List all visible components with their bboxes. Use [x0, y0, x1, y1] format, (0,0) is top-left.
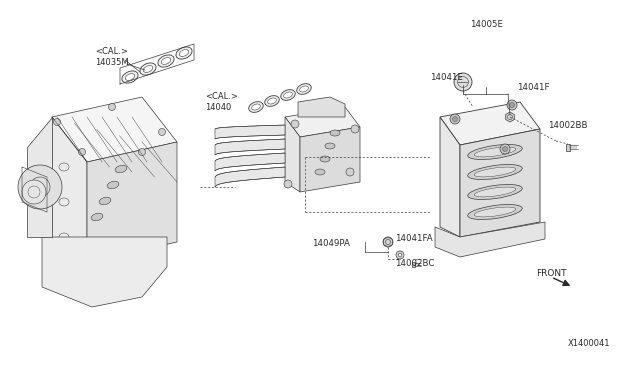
Ellipse shape [284, 92, 292, 98]
Circle shape [79, 148, 86, 155]
Circle shape [396, 251, 404, 259]
Circle shape [502, 147, 508, 151]
Text: <CAL.>
14040: <CAL.> 14040 [205, 92, 238, 112]
Ellipse shape [140, 63, 156, 75]
Circle shape [291, 120, 299, 128]
Text: 14041F: 14041F [517, 83, 550, 92]
Ellipse shape [320, 156, 330, 162]
Polygon shape [27, 117, 52, 237]
Ellipse shape [474, 187, 516, 197]
Circle shape [54, 119, 61, 125]
Ellipse shape [99, 197, 111, 205]
Ellipse shape [115, 165, 127, 173]
Ellipse shape [474, 207, 516, 217]
Circle shape [509, 103, 515, 108]
Ellipse shape [252, 104, 260, 110]
Ellipse shape [158, 55, 174, 67]
Text: <CAL.>
14035M: <CAL.> 14035M [95, 47, 129, 67]
Text: X1400041: X1400041 [568, 340, 611, 349]
Ellipse shape [474, 167, 516, 177]
Text: 14002BC: 14002BC [395, 260, 435, 269]
Circle shape [351, 125, 359, 133]
Polygon shape [435, 222, 545, 257]
Polygon shape [506, 112, 515, 122]
Ellipse shape [161, 58, 171, 64]
Ellipse shape [281, 90, 295, 100]
Polygon shape [440, 102, 540, 145]
Text: 14041E: 14041E [430, 73, 463, 81]
Polygon shape [412, 262, 415, 266]
Polygon shape [215, 125, 285, 139]
Polygon shape [298, 97, 345, 117]
Polygon shape [383, 237, 392, 247]
Ellipse shape [325, 143, 335, 149]
Polygon shape [460, 129, 540, 237]
Polygon shape [52, 117, 87, 262]
Circle shape [450, 114, 460, 124]
Circle shape [507, 100, 517, 110]
Text: 14005E: 14005E [470, 19, 503, 29]
Ellipse shape [125, 74, 135, 80]
Ellipse shape [468, 205, 522, 219]
Ellipse shape [268, 98, 276, 104]
Circle shape [386, 240, 390, 244]
Ellipse shape [330, 130, 340, 136]
Circle shape [452, 116, 458, 122]
Ellipse shape [300, 86, 308, 92]
Text: 14049PA: 14049PA [312, 240, 350, 248]
Ellipse shape [122, 71, 138, 83]
Circle shape [138, 148, 145, 155]
Polygon shape [215, 153, 285, 171]
Polygon shape [285, 117, 300, 192]
Circle shape [346, 168, 354, 176]
Ellipse shape [468, 144, 522, 160]
Ellipse shape [91, 213, 103, 221]
Polygon shape [300, 127, 360, 192]
Circle shape [398, 253, 402, 257]
Ellipse shape [107, 181, 119, 189]
Circle shape [284, 180, 292, 188]
Text: FRONT: FRONT [536, 269, 566, 279]
Ellipse shape [468, 164, 522, 179]
Polygon shape [87, 142, 177, 262]
Polygon shape [215, 139, 285, 155]
Circle shape [109, 103, 115, 110]
Polygon shape [52, 97, 177, 162]
Polygon shape [285, 107, 360, 137]
Text: 14002BB: 14002BB [548, 121, 588, 129]
Text: 14041FA: 14041FA [395, 234, 433, 243]
Polygon shape [215, 167, 285, 187]
Ellipse shape [468, 185, 522, 199]
Ellipse shape [315, 169, 325, 175]
Circle shape [159, 128, 166, 135]
Polygon shape [42, 237, 167, 307]
Ellipse shape [249, 102, 263, 112]
Ellipse shape [143, 65, 153, 73]
Ellipse shape [179, 49, 189, 57]
Polygon shape [566, 144, 570, 151]
Circle shape [18, 165, 62, 209]
Polygon shape [440, 117, 460, 237]
Circle shape [383, 237, 393, 247]
Circle shape [22, 180, 46, 204]
Circle shape [500, 144, 510, 154]
Ellipse shape [474, 147, 516, 157]
Ellipse shape [297, 84, 311, 94]
Ellipse shape [265, 96, 279, 106]
Ellipse shape [176, 47, 192, 59]
Circle shape [454, 73, 472, 91]
